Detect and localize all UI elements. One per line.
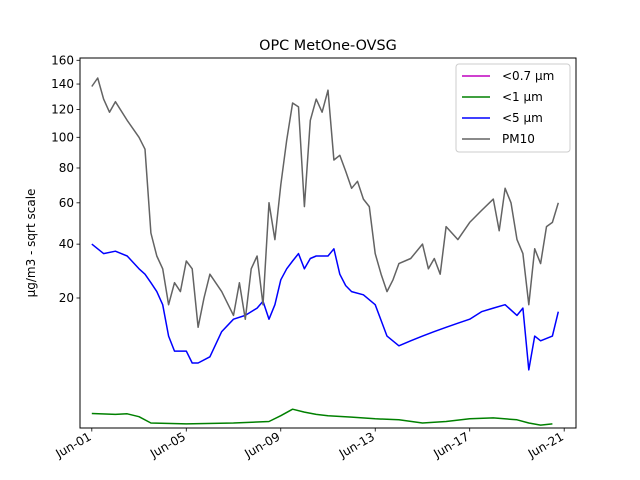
series-line-3 — [91, 77, 560, 329]
legend-label: <1 µm — [502, 90, 543, 104]
legend-label: <5 µm — [502, 111, 543, 125]
legend-label: <0.7 µm — [502, 69, 554, 83]
y-tick-label: 80 — [59, 161, 74, 175]
legend-frame — [455, 63, 571, 153]
chart-title: OPC MetOne-OVSG — [259, 38, 397, 54]
y-tick-label: 40 — [59, 237, 74, 251]
y-tick-label: 20 — [59, 291, 74, 305]
y-tick-label: 100 — [51, 130, 74, 144]
y-tick-label: 120 — [51, 103, 74, 117]
legend: <0.7 µm <1 µm <5 µm PM10 — [455, 63, 571, 153]
series-layer — [91, 77, 560, 426]
legend-label: PM10 — [502, 132, 535, 146]
y-tick-label: 160 — [51, 53, 74, 67]
y-tick-label: 60 — [59, 196, 74, 210]
plot-frame — [79, 57, 577, 429]
series-line-2 — [91, 243, 560, 371]
y-tick-label: 140 — [51, 77, 74, 91]
series-line-1 — [91, 408, 553, 426]
y-axis-label: µg/m3 - sqrt scale — [24, 189, 38, 298]
